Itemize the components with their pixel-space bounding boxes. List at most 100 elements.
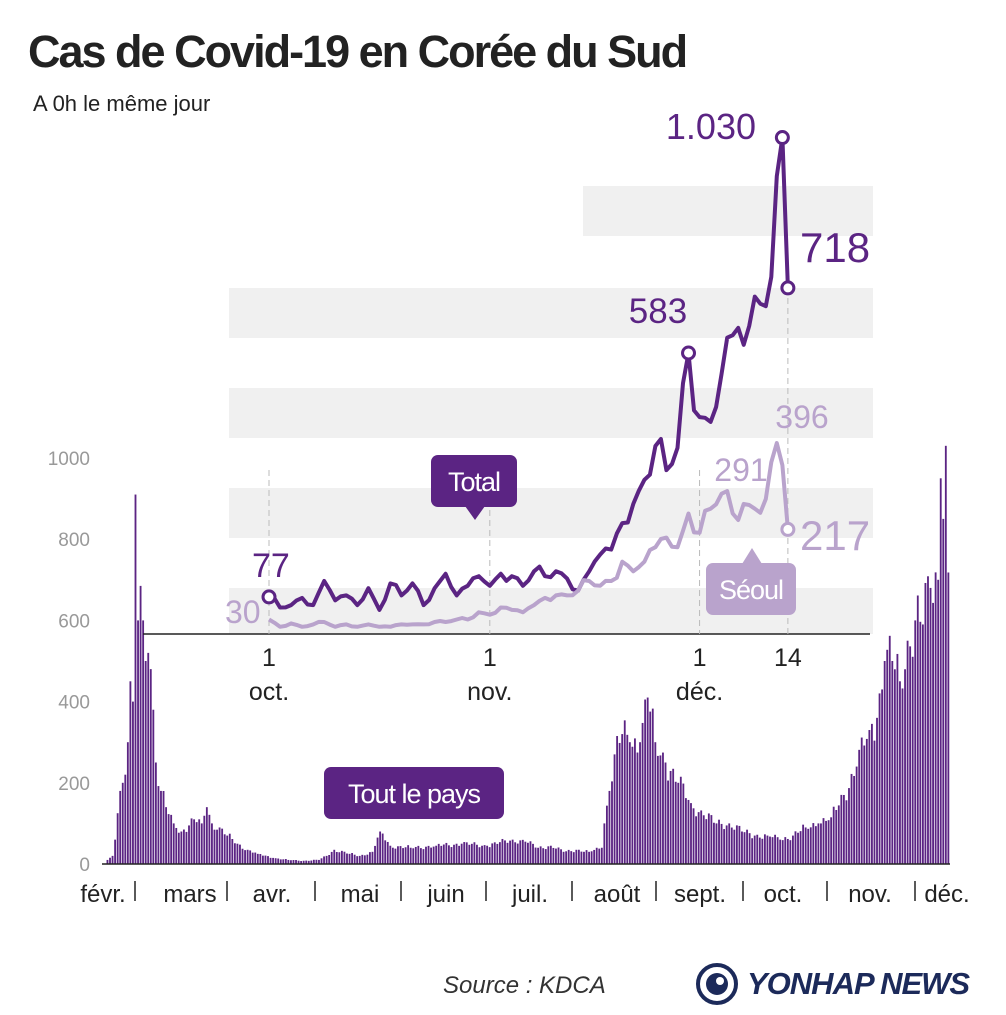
bar bbox=[366, 854, 369, 864]
bar bbox=[924, 582, 927, 864]
bar bbox=[363, 855, 366, 864]
bar bbox=[911, 656, 914, 864]
bar bbox=[728, 823, 731, 864]
bar bbox=[786, 838, 789, 864]
bar bbox=[315, 859, 318, 864]
bar bbox=[524, 841, 527, 864]
bar bbox=[618, 742, 621, 864]
bar bbox=[343, 851, 346, 864]
bar bbox=[361, 854, 364, 864]
bar bbox=[881, 689, 884, 864]
month-label: févr. bbox=[80, 881, 125, 908]
bar bbox=[723, 829, 726, 864]
bar bbox=[567, 849, 570, 864]
bar bbox=[109, 857, 111, 864]
bar bbox=[580, 851, 583, 864]
bar-chart-axis: 0 200 400 600 800 1000 févr. mars avr. mai juin jui… bbox=[48, 449, 970, 908]
bar bbox=[893, 669, 896, 864]
bar bbox=[154, 762, 157, 864]
bar bbox=[476, 844, 478, 864]
bar bbox=[132, 701, 134, 864]
bar bbox=[216, 829, 218, 864]
bar bbox=[743, 832, 746, 864]
bar bbox=[144, 661, 147, 864]
bar bbox=[399, 846, 402, 864]
bar bbox=[595, 847, 598, 864]
bar bbox=[137, 620, 139, 864]
bar bbox=[794, 831, 797, 864]
bar bbox=[106, 859, 109, 864]
background-band bbox=[229, 388, 873, 438]
bar bbox=[129, 681, 132, 864]
bar bbox=[369, 852, 371, 864]
background-band bbox=[583, 186, 873, 236]
bar bbox=[845, 800, 848, 864]
bar bbox=[720, 823, 723, 864]
bar bbox=[244, 850, 246, 864]
bar bbox=[644, 699, 647, 864]
bar bbox=[560, 849, 562, 864]
bar bbox=[126, 742, 129, 864]
month-label: déc. bbox=[924, 881, 969, 908]
bar bbox=[394, 848, 397, 864]
bar bbox=[287, 859, 290, 864]
bar bbox=[496, 843, 499, 864]
bar bbox=[756, 834, 759, 864]
bar bbox=[488, 847, 491, 864]
bar bbox=[850, 773, 853, 864]
bar bbox=[114, 839, 117, 864]
bar bbox=[600, 847, 603, 864]
month-label: juin bbox=[426, 881, 464, 908]
bar bbox=[269, 857, 272, 864]
bar bbox=[779, 839, 782, 864]
value-label-total-nov-peak: 583 bbox=[629, 292, 687, 331]
bar bbox=[697, 812, 700, 864]
bar bbox=[307, 860, 310, 864]
bar bbox=[585, 850, 588, 864]
bar bbox=[718, 819, 720, 864]
bar bbox=[705, 819, 708, 864]
chart-canvas: 0 200 400 600 800 1000 févr. mars avr. mai juin jui… bbox=[48, 106, 970, 908]
bar bbox=[565, 851, 568, 864]
bar bbox=[899, 681, 901, 864]
bar bbox=[412, 848, 415, 864]
bar bbox=[557, 847, 560, 864]
bar bbox=[656, 755, 659, 864]
bar bbox=[766, 835, 769, 864]
bar bbox=[157, 786, 160, 864]
bar bbox=[527, 842, 529, 864]
bar bbox=[654, 742, 657, 864]
bar bbox=[504, 840, 506, 864]
bar bbox=[758, 837, 761, 864]
bar bbox=[223, 834, 226, 864]
bar bbox=[544, 849, 547, 864]
point-marker-total-nov-peak bbox=[681, 345, 697, 361]
bar bbox=[221, 828, 224, 864]
bar bbox=[799, 831, 802, 864]
bar bbox=[338, 852, 341, 864]
inset-x-tick-sublabel: nov. bbox=[467, 678, 512, 706]
bar bbox=[295, 860, 297, 864]
bar bbox=[871, 723, 873, 864]
bar bbox=[200, 823, 203, 864]
bar bbox=[651, 708, 654, 864]
bar bbox=[208, 814, 211, 864]
month-label: août bbox=[594, 881, 641, 908]
bar bbox=[562, 851, 565, 864]
bar bbox=[539, 846, 542, 864]
bar bbox=[771, 837, 774, 864]
bar bbox=[516, 843, 519, 864]
bar bbox=[702, 815, 705, 864]
bar bbox=[249, 850, 252, 864]
bar bbox=[190, 818, 193, 864]
bar bbox=[878, 693, 881, 864]
bar bbox=[519, 840, 522, 864]
bar bbox=[842, 794, 845, 864]
bar bbox=[888, 635, 891, 864]
bar bbox=[323, 856, 325, 864]
bar bbox=[274, 858, 277, 864]
bar bbox=[116, 813, 119, 864]
bar bbox=[605, 805, 608, 864]
bar bbox=[318, 859, 320, 864]
bar bbox=[792, 835, 794, 864]
